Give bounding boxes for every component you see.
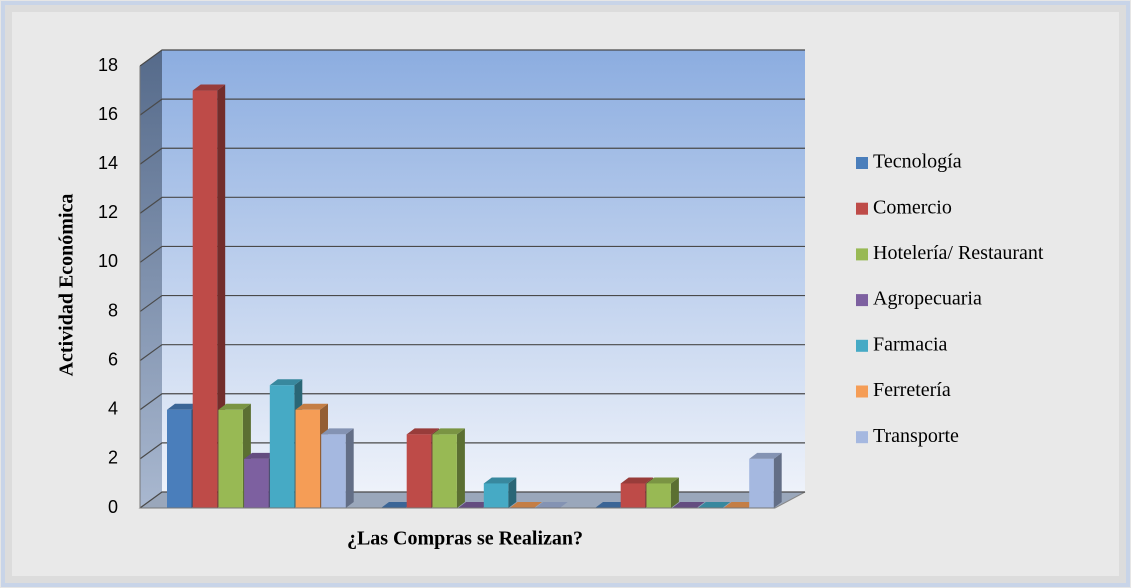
bar	[749, 458, 774, 508]
bar-side	[345, 428, 354, 508]
y-axis-label: Actividad Económica	[56, 194, 78, 377]
bar-top	[697, 502, 731, 508]
bar-top	[295, 403, 328, 410]
grid-line	[139, 245, 805, 263]
bar-top	[723, 502, 756, 508]
x-axis-label: ¿Las Compras se Realizan?	[347, 528, 583, 550]
bar	[295, 409, 320, 508]
bar-top	[244, 452, 277, 459]
bar-top	[595, 502, 628, 508]
bar	[406, 434, 432, 508]
bar-top	[218, 403, 251, 410]
y-tick-label: 14	[98, 153, 118, 173]
legend-swatch	[856, 294, 868, 307]
y-tick-label: 8	[108, 300, 118, 320]
bar	[218, 409, 243, 508]
bar-top	[483, 477, 517, 484]
grid-line	[139, 294, 805, 313]
bar-top	[432, 428, 465, 435]
bar-top	[381, 502, 414, 508]
bar-top	[406, 428, 440, 435]
y-tick-label: 16	[98, 104, 118, 124]
bar	[192, 90, 218, 509]
bar-side	[670, 477, 679, 508]
grid-line	[139, 49, 805, 67]
back-wall	[162, 50, 805, 492]
bar-side	[773, 452, 782, 508]
bar-top	[269, 379, 303, 386]
legend-swatch	[856, 248, 868, 261]
bar-top	[321, 428, 354, 435]
y-tick-label: 2	[108, 448, 118, 468]
y-tick-label: 12	[98, 202, 118, 222]
bar-side	[508, 477, 517, 508]
bar	[646, 483, 671, 508]
legend-label: Ferretería	[873, 379, 951, 401]
bar-side	[217, 84, 226, 509]
legend-swatch	[856, 385, 868, 398]
bar-top	[535, 502, 568, 508]
bar	[244, 458, 269, 508]
grid-line	[139, 98, 805, 116]
y-tick-label: 6	[108, 349, 118, 369]
bar-top	[509, 502, 542, 508]
bar-top	[672, 502, 705, 508]
bar	[269, 385, 295, 508]
bar-top	[646, 477, 679, 484]
bar	[321, 434, 346, 508]
legend-label: Transporte	[873, 425, 959, 447]
legend-swatch	[856, 157, 868, 169]
side-wall	[140, 50, 162, 508]
bar-top	[749, 452, 782, 459]
grid-line	[139, 147, 805, 165]
legend-label: Comercio	[873, 196, 952, 218]
bar-top	[620, 477, 654, 484]
legend-swatch	[856, 431, 868, 444]
legend-label: Farmacia	[873, 333, 948, 355]
bar-side	[456, 428, 465, 508]
bar	[483, 483, 509, 508]
y-tick-label: 10	[98, 251, 118, 271]
legend-swatch	[856, 339, 868, 352]
legend-swatch	[856, 202, 868, 215]
bar-top	[167, 403, 200, 410]
y-tick-label: 18	[98, 55, 118, 75]
grid-line	[139, 491, 805, 509]
bar	[167, 409, 192, 508]
legend-label: Hotelería/ Restaurant	[873, 242, 1044, 264]
legend-label: Tecnología	[873, 151, 962, 173]
bar	[432, 434, 457, 508]
grid-line	[139, 344, 805, 362]
grid-line	[139, 196, 805, 214]
bar	[620, 483, 646, 508]
legend-label: Agropecuaria	[873, 288, 982, 310]
y-tick-label: 4	[108, 399, 118, 419]
bar-top	[458, 502, 491, 508]
bar-top	[192, 84, 226, 91]
y-tick-label: 0	[108, 497, 118, 517]
grid-line	[139, 442, 805, 460]
grid-line	[139, 393, 805, 411]
